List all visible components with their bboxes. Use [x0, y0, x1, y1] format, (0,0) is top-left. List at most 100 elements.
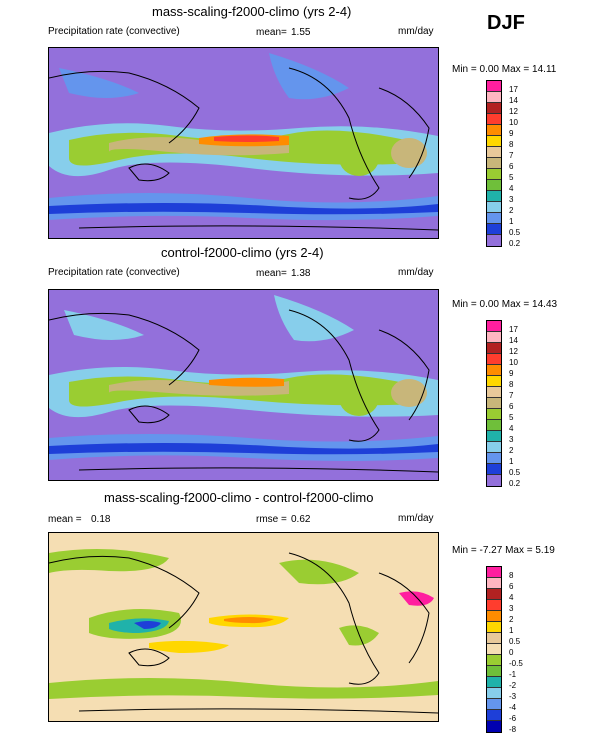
panel-3-rmse-label: rmse =: [256, 514, 287, 525]
panel-1-minmax: Min = 0.00 Max = 14.11: [452, 64, 557, 75]
panel-1-colorbar-swatch: [487, 136, 501, 147]
panel-2-colorbar-swatch: [487, 442, 501, 453]
panel-2-colorbar-label: 5: [509, 413, 514, 422]
panel-3-colorbar-label: 1: [509, 626, 514, 635]
panel-3-diff-positive: [149, 640, 229, 653]
panel-3-rmse-value: 0.62: [291, 514, 311, 525]
panel-2-colorbar-swatch: [487, 332, 501, 343]
panel-3-colorbar-label: 8: [509, 571, 514, 580]
panel-2-colorbar-swatch: [487, 387, 501, 398]
panel-2-colorbar-label: 14: [509, 336, 518, 345]
panel-2-southern-storm-track-core: [49, 443, 438, 455]
panel-1-units: mm/day: [398, 26, 434, 37]
panel-3-mean-value: 0.18: [91, 514, 111, 525]
panel-2-colorbar-label: 0.2: [509, 479, 521, 488]
panel-3-colorbar-label: -4: [509, 703, 517, 712]
panel-3-colorbar: [486, 566, 502, 733]
panel-1-variable-label: Precipitation rate (convective): [48, 26, 180, 37]
panel-3-diff-max: [399, 591, 434, 606]
panel-3-colorbar-label: 0: [509, 648, 514, 657]
panel-2-colorbar-label: 0.5: [509, 468, 521, 477]
panel-2-map: [48, 289, 439, 481]
panel-1-colorbar-label: 3: [509, 195, 514, 204]
panel-1-colorbar-swatch: [487, 202, 501, 213]
panel-2-coastlines: [49, 309, 438, 473]
panel-1-colorbar-label: 9: [509, 129, 514, 138]
panel-2-colorbar-swatch: [487, 398, 501, 409]
panel-1-colorbar-label: 17: [509, 85, 518, 94]
panel-1-colorbar-label: 7: [509, 151, 514, 160]
panel-2-minmax: Min = 0.00 Max = 14.43: [452, 299, 558, 310]
panel-2-north-atlantic-track: [274, 295, 354, 342]
panel-1-colorbar-swatch: [487, 191, 501, 202]
panel-3-diff-region: [279, 559, 359, 585]
season-label: DJF: [487, 12, 525, 34]
panel-2-units: mm/day: [398, 267, 434, 278]
panel-2-africa-convection: [391, 379, 427, 407]
panel-1-colorbar-swatch: [487, 125, 501, 136]
panel-3-mean-label: mean =: [48, 514, 82, 525]
panel-3-units: mm/day: [398, 513, 434, 524]
panel-3-colorbar-swatch: [487, 622, 501, 633]
panel-1-north-pacific-track: [59, 68, 139, 98]
panel-1-colorbar-swatch: [487, 92, 501, 103]
panel-1-colorbar-label: 6: [509, 162, 514, 171]
panel-3-colorbar-swatch: [487, 710, 501, 721]
panel-1-colorbar-label: 4: [509, 184, 514, 193]
panel-3-colorbar-label: -1: [509, 670, 517, 679]
panel-3-coastlines: [49, 552, 438, 714]
panel-3-diff-region: [49, 549, 169, 573]
panel-2-colorbar-swatch: [487, 343, 501, 354]
panel-2-north-pacific-track: [64, 310, 144, 340]
panel-3-colorbar-label: 4: [509, 593, 514, 602]
panel-2-colorbar-swatch: [487, 431, 501, 442]
panel-1-mean-value: 1.55: [291, 27, 311, 38]
panel-1-colorbar-label: 0.5: [509, 228, 521, 237]
panel-3-minmax: Min = -7.27 Max = 5.19: [452, 545, 555, 556]
panel-3-colorbar-swatch: [487, 567, 501, 578]
panel-1-colorbar-label: 5: [509, 173, 514, 182]
panel-2-colorbar-label: 12: [509, 347, 518, 356]
panel-3-colorbar-labels: 8 6 4 3 2 1 0.5 0 -0.5 -1 -2 -3 -4 -6 -8: [509, 570, 523, 735]
panel-2-colorbar-labels: 17 14 12 10 9 8 7 6 5 4 3 2 1 0.5 0.2: [509, 324, 520, 489]
panel-1-colorbar-label: 1: [509, 217, 514, 226]
panel-1-itcz-peak: [214, 135, 279, 142]
panel-3-southern-diff-band: [49, 678, 438, 699]
panel-1-colorbar-swatch: [487, 81, 501, 92]
panel-3-colorbar-swatch: [487, 721, 501, 732]
panel-3-diff-min: [134, 621, 161, 629]
panel-3-title: mass-scaling-f2000-climo - control-f2000…: [104, 490, 374, 505]
panel-2-colorbar-label: 17: [509, 325, 518, 334]
panel-2-colorbar-label: 2: [509, 446, 514, 455]
panel-1-colorbar-label: 12: [509, 107, 518, 116]
panel-2-itcz-core: [109, 379, 289, 396]
panel-2-colorbar-swatch: [487, 321, 501, 332]
panel-3-colorbar-label: 0.5: [509, 637, 521, 646]
panel-2-colorbar-swatch: [487, 420, 501, 431]
panel-2-colorbar-swatch: [487, 409, 501, 420]
panel-1-southern-storm-track-core: [49, 203, 438, 215]
panel-2-colorbar-swatch: [487, 464, 501, 475]
panel-2-variable-label: Precipitation rate (convective): [48, 267, 180, 278]
panel-1-colorbar-swatch: [487, 114, 501, 125]
panel-1-colorbar: [486, 80, 502, 247]
panel-2-colorbar-label: 3: [509, 435, 514, 444]
panel-3-colorbar-swatch: [487, 589, 501, 600]
panel-2-mean-label: mean=: [256, 268, 287, 279]
panel-3-colorbar-swatch: [487, 655, 501, 666]
panel-2-colorbar-swatch: [487, 376, 501, 387]
panel-1-colorbar-swatch: [487, 180, 501, 191]
panel-3-map: [48, 532, 439, 722]
panel-1-title: mass-scaling-f2000-climo (yrs 2-4): [152, 4, 352, 19]
panel-1-colorbar-labels: 17 14 12 10 9 8 7 6 5 4 3 2 1 0.5 0.2: [509, 84, 520, 249]
panel-1-north-atlantic-track: [269, 53, 349, 100]
panel-2-colorbar-label: 7: [509, 391, 514, 400]
panel-3-colorbar-label: -2: [509, 681, 517, 690]
panel-1-colorbar-label: 2: [509, 206, 514, 215]
panel-1-south-america-convection: [339, 140, 379, 176]
panel-3-colorbar-label: 3: [509, 604, 514, 613]
panel-3-colorbar-swatch: [487, 611, 501, 622]
panel-1-colorbar-label: 0.2: [509, 239, 521, 248]
panel-1-colorbar-label: 8: [509, 140, 514, 149]
panel-2-colorbar-label: 8: [509, 380, 514, 389]
